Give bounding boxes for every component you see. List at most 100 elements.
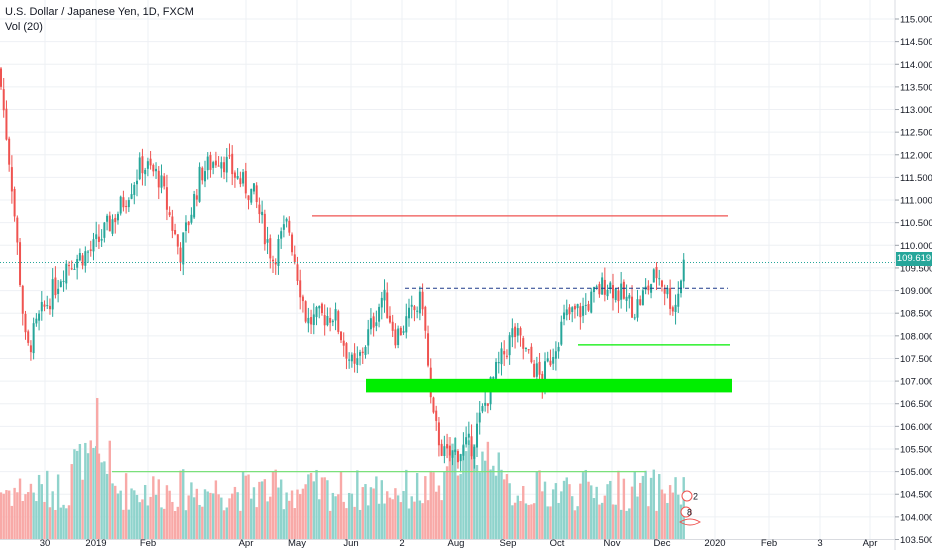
candle-body [511, 328, 514, 338]
volume-bar [581, 472, 585, 539]
candle-body [666, 287, 669, 295]
candle-body [331, 320, 334, 323]
candle-body [628, 295, 631, 299]
candle-body [250, 188, 253, 203]
volume-bar [154, 494, 158, 539]
volume-bar [508, 483, 511, 539]
candle-body [244, 170, 247, 194]
volume-bar [600, 502, 604, 539]
volume-bars [0, 398, 685, 539]
volume-bar [380, 480, 383, 539]
volume-bar [37, 474, 41, 539]
volume-bar [347, 492, 351, 539]
volume-bar [649, 477, 653, 539]
candle-body [114, 217, 117, 223]
candle-body [304, 301, 307, 322]
volume-bar [92, 447, 95, 539]
volume-bar [353, 506, 356, 539]
candle-body [73, 268, 76, 270]
volume-bar [568, 484, 571, 539]
volume-bar [494, 475, 498, 539]
candle-body [514, 326, 517, 338]
candle-body [70, 268, 73, 270]
price-tick-label: 105.000 [900, 467, 932, 478]
volume-bar [437, 485, 441, 539]
price-tick-label: 113.000 [900, 105, 932, 116]
volume-bar [146, 505, 150, 539]
volume-bar [557, 502, 560, 539]
candle-body [95, 234, 98, 239]
candle-body [576, 304, 579, 309]
time-axis[interactable]: 30 2019 Feb Apr May Jun 2 Aug Sep Oct Nov Dec 2020 Fe… [0, 538, 895, 549]
volume-bar [263, 479, 267, 539]
volume-bar [503, 479, 506, 539]
volume-bar [399, 502, 403, 539]
candle-body [35, 318, 38, 324]
volume-bar [274, 469, 277, 539]
volume-bar [644, 470, 647, 539]
volume-bar [562, 480, 566, 539]
candle-body [337, 311, 340, 332]
drawn-levels[interactable] [0, 215, 895, 473]
volume-bar [258, 481, 261, 539]
candle-body [89, 249, 92, 251]
candle-body [408, 307, 410, 319]
volume-bar [309, 472, 313, 539]
volume-bar [56, 474, 60, 539]
price-tick-label: 109.000 [900, 286, 932, 297]
candle-body [19, 242, 22, 286]
volume-bar [73, 449, 76, 539]
candle-body [5, 108, 8, 140]
volume-bar [660, 489, 664, 539]
price-axis[interactable]: 115.000 114.500 114.000 113.500 113.000 112.5… [894, 0, 932, 550]
candle-body [481, 406, 484, 412]
volume-bar [331, 492, 335, 539]
volume-bar [630, 486, 634, 539]
volume-bar [426, 500, 430, 539]
candle-body [522, 338, 525, 349]
price-candles [0, 66, 685, 473]
volume-bar [328, 510, 332, 539]
volume-bar [7, 490, 11, 539]
volume-bar [228, 498, 231, 539]
candle-body [299, 280, 302, 298]
time-tick-label: 2020 [704, 538, 725, 549]
event-badge [680, 506, 692, 518]
volume-bar [560, 491, 563, 539]
candle-body [375, 322, 378, 327]
candle-body [326, 315, 329, 326]
volume-bar [203, 489, 207, 539]
candle-body [473, 446, 476, 459]
volume-bar [527, 504, 530, 539]
event-badges[interactable]: 28 [679, 490, 701, 526]
volume-bar [617, 470, 620, 539]
volume-bar [633, 471, 636, 539]
volume-bar [489, 469, 492, 539]
candle-body [505, 355, 508, 357]
volume-bar [421, 503, 424, 539]
candle-body [440, 443, 443, 456]
candle-body [361, 351, 364, 354]
volume-bar [595, 486, 598, 539]
volume-bar [192, 497, 196, 539]
candle-body [163, 176, 166, 187]
volume-bar [315, 469, 318, 539]
volume-bar [358, 509, 362, 539]
volume-bar [320, 477, 324, 539]
volume-bar [334, 496, 337, 539]
candle-body [633, 317, 636, 319]
volume-bar [24, 494, 27, 539]
volume-bar [543, 481, 547, 539]
candle-body [24, 313, 27, 333]
volume-bar [375, 476, 378, 539]
volume-bar [432, 472, 435, 539]
volume-bar [445, 466, 449, 539]
candle-body [682, 259, 685, 282]
volume-bar [470, 444, 473, 539]
price-tick-label: 104.000 [900, 512, 932, 523]
candle-body [293, 254, 296, 263]
candle-body [155, 168, 158, 172]
volume-bar [396, 495, 400, 539]
volume-bar [590, 485, 593, 539]
